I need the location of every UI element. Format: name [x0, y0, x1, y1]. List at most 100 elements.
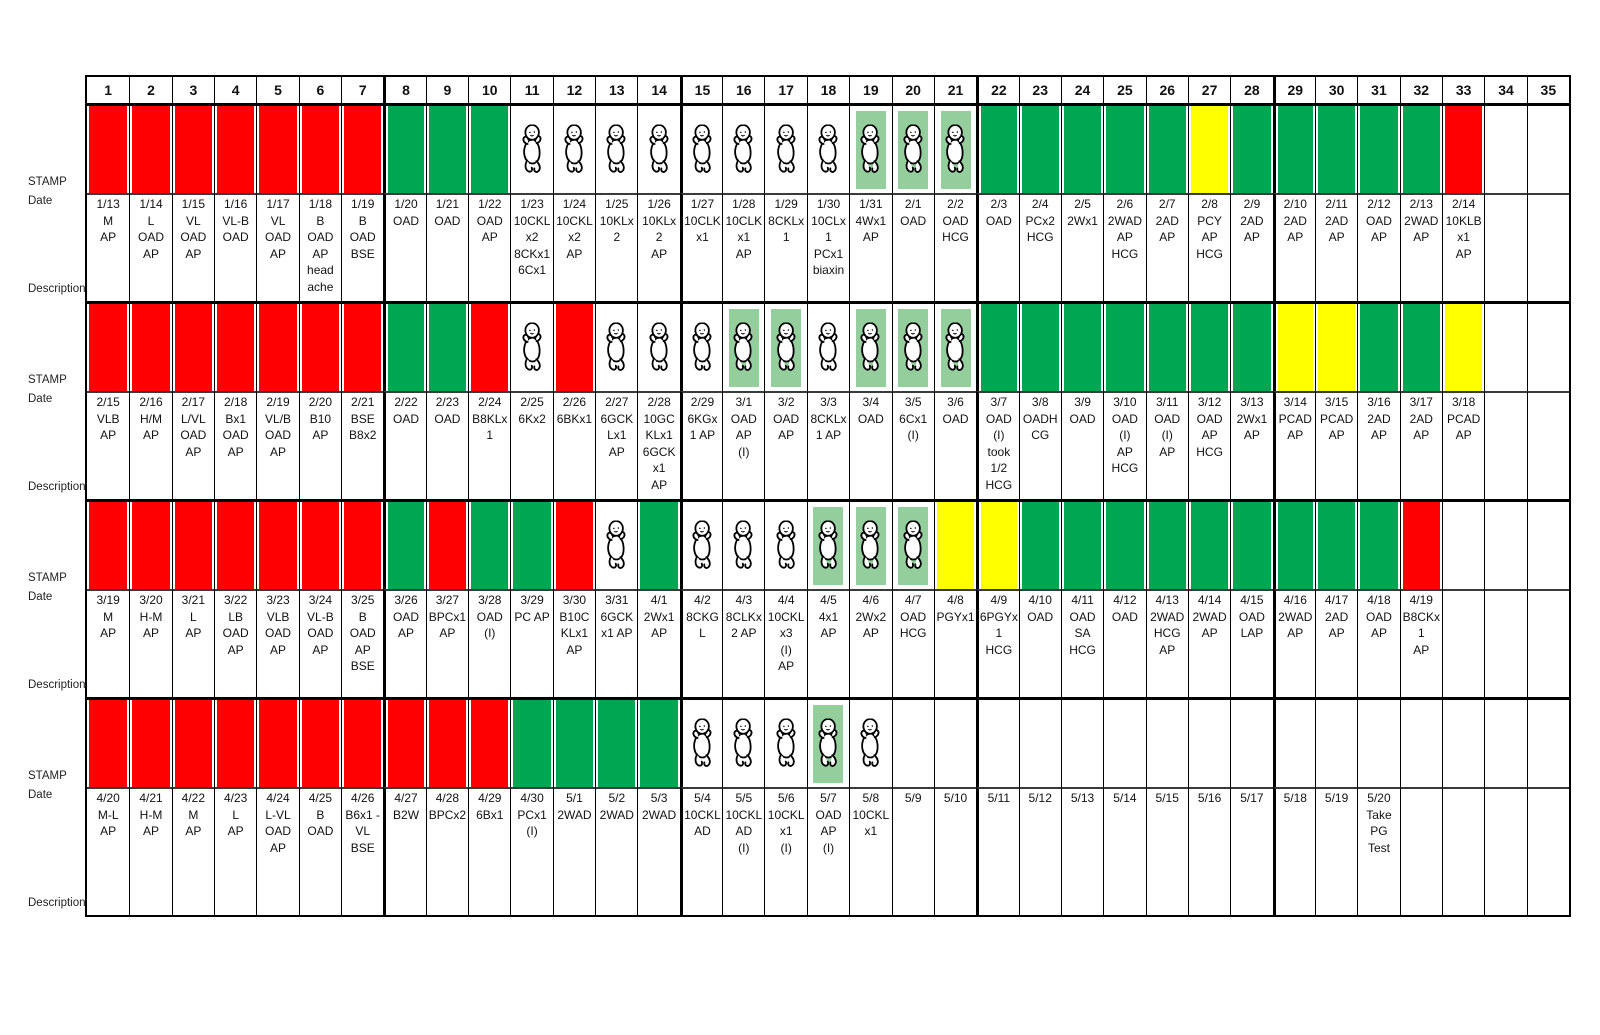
- date-cell[interactable]: 3/4 OAD: [849, 391, 892, 499]
- stamp-cell[interactable]: [129, 103, 172, 193]
- date-cell[interactable]: 2/14 10KLB x1 AP: [1441, 193, 1485, 301]
- date-cell[interactable]: 1/15 VL OAD AP: [171, 193, 215, 301]
- stamp-cell[interactable]: [1526, 103, 1569, 193]
- stamp-cell[interactable]: [764, 103, 807, 193]
- date-cell[interactable]: 1/25 10KLx 2: [595, 193, 638, 301]
- stamp-cell[interactable]: [891, 103, 934, 193]
- stamp-cell[interactable]: [341, 697, 384, 787]
- stamp-cell[interactable]: [1399, 103, 1442, 193]
- stamp-cell[interactable]: [1103, 697, 1146, 787]
- date-cell[interactable]: 4/9 6PGYx 1 HCG: [976, 589, 1019, 697]
- stamp-cell[interactable]: [298, 499, 342, 589]
- stamp-cell[interactable]: [468, 103, 511, 193]
- date-cell[interactable]: 2/8 PCY AP HCG: [1187, 193, 1231, 301]
- date-cell[interactable]: [1484, 193, 1527, 301]
- stamp-cell[interactable]: [1060, 301, 1104, 391]
- stamp-cell[interactable]: [1399, 499, 1442, 589]
- stamp-cell[interactable]: [764, 301, 807, 391]
- stamp-cell[interactable]: [933, 697, 977, 787]
- date-cell[interactable]: 1/17 VL OAD AP: [256, 193, 299, 301]
- date-cell[interactable]: 2/9 2AD AP: [1230, 193, 1273, 301]
- stamp-cell[interactable]: [764, 697, 807, 787]
- date-cell[interactable]: 5/8 10CKL x1: [849, 787, 892, 915]
- stamp-cell[interactable]: [87, 697, 130, 787]
- stamp-cell[interactable]: [1399, 301, 1442, 391]
- stamp-cell[interactable]: [1187, 103, 1231, 193]
- date-cell[interactable]: 3/18 PCAD AP: [1441, 391, 1485, 499]
- stamp-cell[interactable]: [552, 301, 596, 391]
- date-cell[interactable]: 1/31 4Wx1 AP: [849, 193, 892, 301]
- stamp-cell[interactable]: [1060, 697, 1104, 787]
- date-cell[interactable]: [1441, 787, 1485, 915]
- date-cell[interactable]: 4/30 PCx1 (I): [510, 787, 553, 915]
- date-cell[interactable]: 2/10 2AD AP: [1272, 193, 1315, 301]
- stamp-cell[interactable]: [425, 697, 469, 787]
- stamp-cell[interactable]: [976, 301, 1019, 391]
- stamp-cell[interactable]: [637, 301, 680, 391]
- date-cell[interactable]: [1526, 193, 1569, 301]
- date-cell[interactable]: 5/16: [1187, 787, 1231, 915]
- date-cell[interactable]: 2/26 6BKx1: [552, 391, 596, 499]
- date-cell[interactable]: 3/2 OAD AP: [764, 391, 807, 499]
- date-cell[interactable]: 2/1 OAD: [891, 193, 934, 301]
- date-cell[interactable]: 5/7 OAD AP (I): [806, 787, 850, 915]
- date-cell[interactable]: 2/21 BSE B8x2: [341, 391, 384, 499]
- stamp-cell[interactable]: [1484, 301, 1527, 391]
- date-cell[interactable]: 3/25 B OAD AP BSE: [341, 589, 384, 697]
- stamp-cell[interactable]: [679, 103, 723, 193]
- date-cell[interactable]: 3/11 OAD (I) AP: [1145, 391, 1188, 499]
- date-cell[interactable]: 3/17 2AD AP: [1399, 391, 1442, 499]
- stamp-cell[interactable]: [1187, 301, 1231, 391]
- stamp-cell[interactable]: [1484, 697, 1527, 787]
- stamp-cell[interactable]: [1484, 103, 1527, 193]
- date-cell[interactable]: 4/4 10CKL x3 (I) AP: [764, 589, 807, 697]
- date-cell[interactable]: 1/19 B OAD BSE: [341, 193, 384, 301]
- date-cell[interactable]: 4/6 2Wx2 AP: [849, 589, 892, 697]
- stamp-cell[interactable]: [1314, 697, 1358, 787]
- date-cell[interactable]: [1526, 391, 1569, 499]
- date-cell[interactable]: 5/11: [976, 787, 1019, 915]
- stamp-cell[interactable]: [129, 301, 172, 391]
- stamp-cell[interactable]: [679, 697, 723, 787]
- date-cell[interactable]: 2/18 Bx1 OAD AP: [214, 391, 257, 499]
- date-cell[interactable]: 5/10: [933, 787, 977, 915]
- stamp-cell[interactable]: [722, 697, 765, 787]
- stamp-cell[interactable]: [1018, 103, 1061, 193]
- stamp-cell[interactable]: [722, 103, 765, 193]
- stamp-cell[interactable]: [1484, 499, 1527, 589]
- stamp-cell[interactable]: [214, 301, 257, 391]
- stamp-cell[interactable]: [214, 499, 257, 589]
- stamp-cell[interactable]: [510, 697, 553, 787]
- date-cell[interactable]: 3/8 OADH CG: [1018, 391, 1061, 499]
- date-cell[interactable]: [1399, 787, 1442, 915]
- date-cell[interactable]: 2/24 B8KLx 1: [468, 391, 511, 499]
- stamp-cell[interactable]: [1103, 103, 1146, 193]
- stamp-cell[interactable]: [1103, 499, 1146, 589]
- date-cell[interactable]: 4/24 L-VL OAD AP: [256, 787, 299, 915]
- date-cell[interactable]: 1/26 10KLx 2 AP: [637, 193, 680, 301]
- date-cell[interactable]: 2/11 2AD AP: [1314, 193, 1358, 301]
- date-cell[interactable]: 2/3 OAD: [976, 193, 1019, 301]
- date-cell[interactable]: 4/18 OAD AP: [1357, 589, 1400, 697]
- date-cell[interactable]: 5/9: [891, 787, 934, 915]
- date-cell[interactable]: 5/6 10CKL x1 (I): [764, 787, 807, 915]
- stamp-cell[interactable]: [1145, 301, 1188, 391]
- stamp-cell[interactable]: [1441, 697, 1485, 787]
- date-cell[interactable]: 5/5 10CKL AD (I): [722, 787, 765, 915]
- date-cell[interactable]: 4/21 H-M AP: [129, 787, 172, 915]
- stamp-cell[interactable]: [552, 697, 596, 787]
- stamp-cell[interactable]: [1357, 103, 1400, 193]
- date-cell[interactable]: [1484, 391, 1527, 499]
- date-cell[interactable]: 1/21 OAD: [425, 193, 469, 301]
- stamp-cell[interactable]: [637, 697, 680, 787]
- stamp-cell[interactable]: [1272, 301, 1315, 391]
- stamp-cell[interactable]: [171, 103, 215, 193]
- stamp-cell[interactable]: [806, 697, 850, 787]
- date-cell[interactable]: 4/28 BPCx2: [425, 787, 469, 915]
- date-cell[interactable]: 4/8 PGYx1: [933, 589, 977, 697]
- date-cell[interactable]: [1526, 589, 1569, 697]
- date-cell[interactable]: 1/22 OAD AP: [468, 193, 511, 301]
- stamp-cell[interactable]: [933, 301, 977, 391]
- date-cell[interactable]: 4/27 B2W: [383, 787, 426, 915]
- date-cell[interactable]: 4/5 4x1 AP: [806, 589, 850, 697]
